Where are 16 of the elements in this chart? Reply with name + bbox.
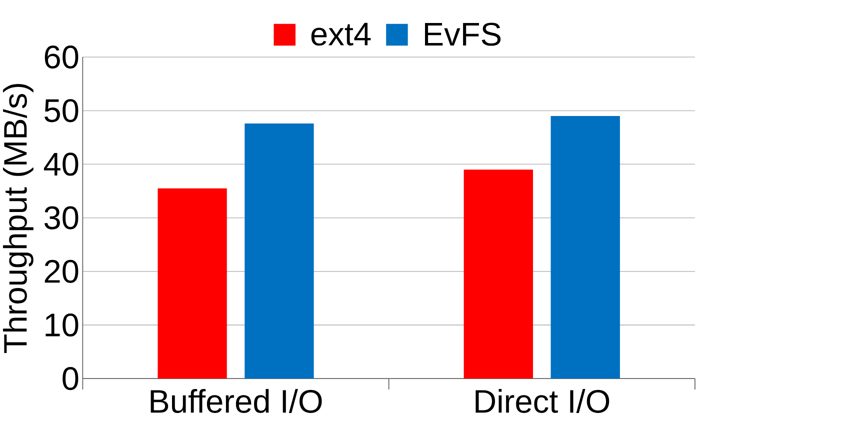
bar <box>464 169 533 378</box>
y-tick-label: 30 <box>44 206 78 230</box>
y-axis-title: Throughput (MB/s) <box>3 84 34 353</box>
legend-label: EvFS <box>425 22 501 46</box>
y-tick-label: 0 <box>62 366 78 390</box>
y-tick-label: 40 <box>44 152 78 176</box>
bar <box>244 123 314 378</box>
y-tick-label: 50 <box>44 98 78 122</box>
y-tick-label: 20 <box>44 260 78 283</box>
bar <box>158 188 227 378</box>
x-tick-label: Buffered I/O <box>150 388 322 413</box>
bar <box>550 116 620 378</box>
x-tick-label: Direct I/O <box>476 388 610 413</box>
legend-label: ext4 <box>311 22 371 46</box>
y-tick-label: 60 <box>44 45 78 68</box>
y-tick-label: 10 <box>46 313 78 336</box>
